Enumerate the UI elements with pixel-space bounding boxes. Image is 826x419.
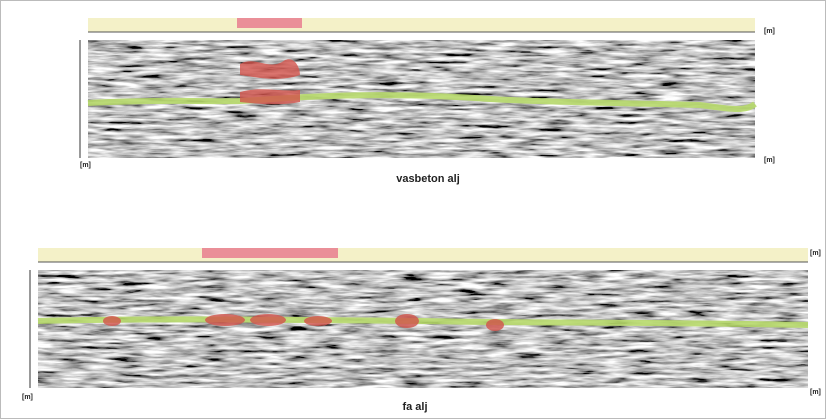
reflector bbox=[87, 92, 757, 112]
unit-label: [m] bbox=[810, 250, 821, 257]
unit-label: [m] bbox=[810, 389, 821, 396]
anomalies bbox=[103, 314, 504, 331]
ruler bbox=[38, 248, 808, 262]
unit-label: [m] bbox=[764, 28, 775, 35]
bottom-panel: [m] [m] [m] fa alj bbox=[22, 248, 821, 413]
ruler bbox=[88, 18, 755, 32]
caption: vasbeton alj bbox=[396, 173, 460, 185]
caption: fa alj bbox=[402, 401, 427, 413]
unit-label: [m] bbox=[80, 162, 91, 169]
unit-label: [m] bbox=[764, 157, 775, 164]
top-panel: [m] [m] [m] vasbeton alj bbox=[79, 18, 775, 185]
highlight bbox=[237, 18, 302, 28]
radargram bbox=[38, 270, 808, 388]
reflector bbox=[37, 316, 809, 328]
highlight bbox=[202, 248, 338, 258]
anomaly bbox=[240, 59, 300, 105]
unit-label: [m] bbox=[22, 394, 33, 401]
